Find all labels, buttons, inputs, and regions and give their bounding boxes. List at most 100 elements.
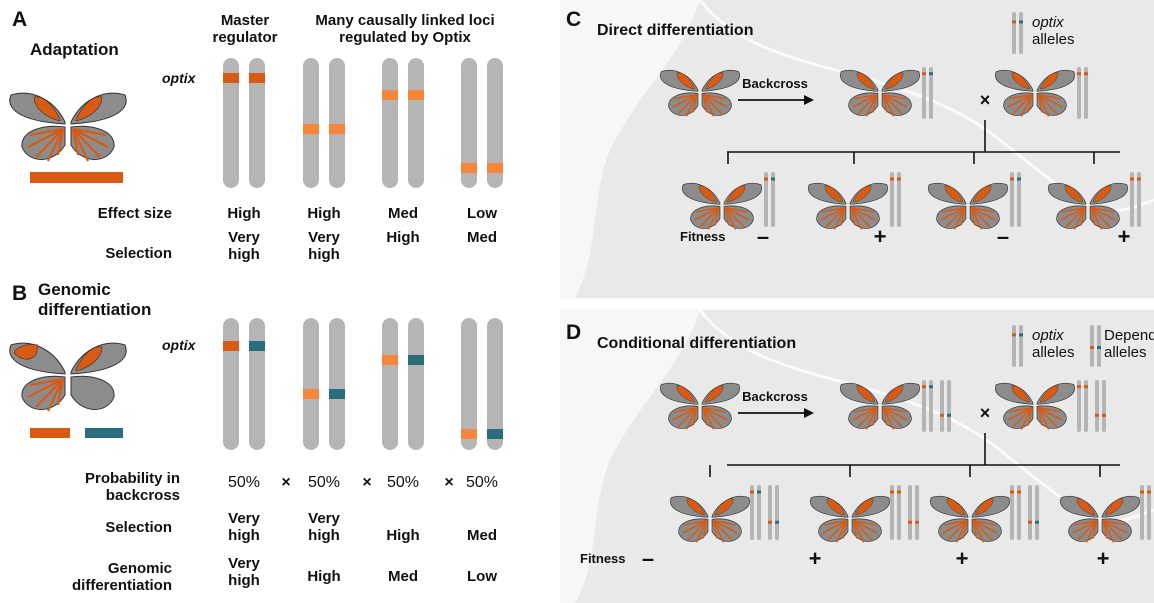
hindwing-ray: [960, 207, 966, 226]
hindwing-ray: [827, 520, 848, 541]
hindwing-ray: [970, 207, 983, 230]
hindwing-ray: [703, 406, 726, 413]
allele-mark: [1017, 177, 1021, 181]
wing-side: [881, 70, 920, 117]
legend-gene: optix: [1032, 14, 1064, 31]
allele-mark: [922, 385, 926, 389]
wing-side: [851, 496, 890, 543]
row-value: Very high: [228, 555, 260, 590]
hindwing-ray: [1007, 94, 1032, 108]
mini-chromosome: [1010, 172, 1014, 227]
hindwing-ray: [1007, 407, 1032, 421]
butterfly: [995, 383, 1075, 430]
hindwing-ray: [27, 128, 64, 148]
hindwing-ray: [35, 378, 64, 408]
forewing-patch: [1011, 385, 1030, 403]
hindwing-ray: [35, 128, 64, 158]
fitness-sign: –: [756, 224, 770, 249]
forewing-patch: [705, 385, 724, 403]
mini-chromosome: [1028, 485, 1032, 540]
forewing-patch: [855, 498, 874, 516]
butterfly: [808, 183, 888, 230]
row-value: High: [227, 205, 261, 222]
hindwing-ray: [1038, 93, 1061, 100]
wing-side: [995, 70, 1034, 117]
row-value: Very high: [228, 510, 260, 545]
hindwing-ray: [702, 94, 708, 113]
hindwing-ray: [852, 520, 865, 543]
wing-side: [9, 92, 66, 162]
panel-title: Conditional differentiation: [597, 335, 797, 352]
forewing-patch: [676, 385, 695, 403]
allele-mark: [1095, 413, 1099, 417]
wing-side: [723, 183, 762, 230]
hindwing-ray: [674, 93, 697, 100]
row-label: Selection: [105, 245, 172, 262]
mini-chromosome: [890, 485, 894, 540]
column-header: Many causally linked loci regulated by O…: [315, 12, 495, 47]
wing-side: [1101, 496, 1140, 543]
mini-chromosome: [1017, 172, 1021, 227]
hindwing-ray: [835, 520, 848, 543]
hindwing: [70, 375, 115, 410]
hindwing-ray: [694, 207, 719, 221]
mini-chromosome: [1084, 67, 1088, 119]
hindwing-ray: [1009, 406, 1032, 413]
wing-side: [840, 70, 879, 117]
panel-label: C: [566, 8, 582, 31]
locus-band: [329, 124, 345, 134]
hindwing-ray: [853, 520, 878, 534]
hindwing-ray: [1037, 407, 1043, 426]
hindwing-ray: [1012, 407, 1033, 428]
row-value: Med: [467, 229, 497, 246]
hindwing-ray: [687, 520, 708, 541]
hindwing-ray: [672, 94, 697, 108]
row-value: Very high: [308, 510, 340, 545]
allele-mark: [1147, 490, 1151, 494]
hindwing-ray: [947, 520, 968, 541]
legend-text: Dependent alleles: [1104, 327, 1154, 362]
phenotype-bar: [30, 172, 123, 183]
allele-mark: [1130, 177, 1134, 181]
wing-side: [928, 183, 967, 230]
hindwing-ray: [674, 406, 697, 413]
allele-mark: [929, 72, 933, 76]
wing-side: [1060, 496, 1099, 543]
butterfly: [1048, 183, 1128, 230]
butterfly: [840, 383, 920, 430]
fitness-sign: +: [1117, 224, 1131, 249]
hindwing-ray: [971, 206, 994, 213]
hindwing-ray: [1103, 519, 1126, 526]
hindwing-ray: [857, 407, 878, 428]
wing-side: [969, 183, 1008, 230]
butterfly: [928, 183, 1008, 230]
hindwing-ray: [1037, 94, 1043, 113]
mini-chromosome: [1077, 67, 1081, 119]
allele-mark: [940, 413, 944, 417]
row-label: Selection: [105, 519, 172, 536]
forewing-patch: [686, 498, 705, 516]
hindwing-ray: [47, 128, 64, 162]
allele-mark: [947, 413, 951, 417]
wing-side: [930, 496, 969, 543]
forewing-patch: [1093, 185, 1112, 203]
hindwing-ray: [725, 206, 748, 213]
butterfly: [9, 92, 127, 162]
hindwing-ray: [942, 520, 967, 534]
hindwing-ray: [972, 520, 978, 539]
hindwing-ray: [1085, 520, 1098, 543]
chromosome: [249, 318, 265, 450]
allele-mark: [890, 490, 894, 494]
hindwing-ray: [713, 520, 738, 534]
hindwing-ray: [945, 207, 966, 228]
allele-mark: [929, 385, 933, 389]
hindwing-ray: [712, 520, 733, 541]
fitness-label: Fitness: [580, 551, 626, 566]
row-value: High: [307, 568, 341, 585]
hindwing-ray: [824, 519, 847, 526]
locus-band: [461, 163, 477, 173]
allele-mark: [1097, 346, 1101, 349]
hindwing-ray: [712, 520, 718, 539]
